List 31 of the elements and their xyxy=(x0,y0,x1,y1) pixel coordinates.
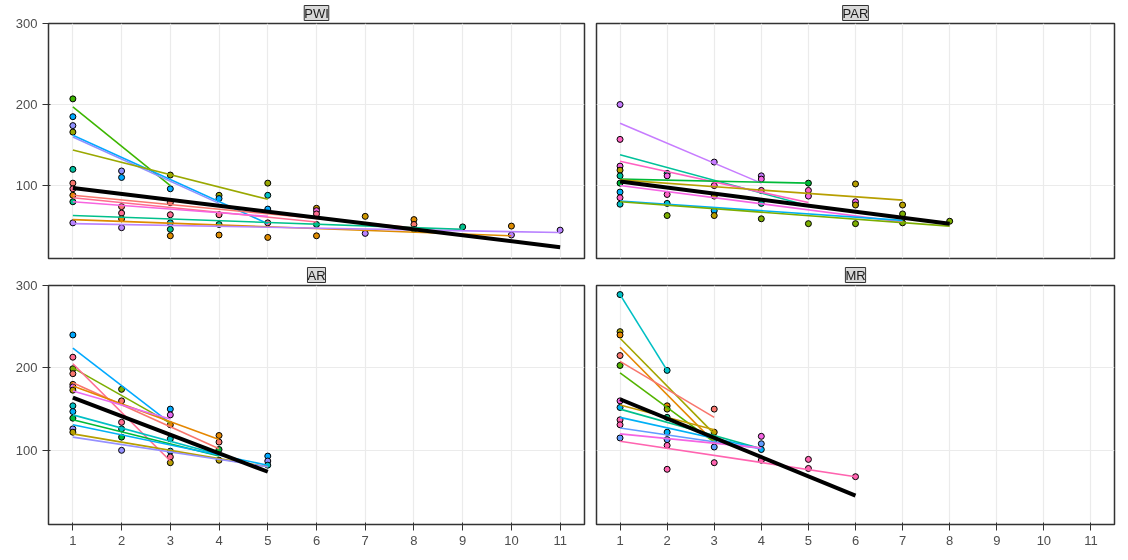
y-tick-label: 100 xyxy=(15,442,38,458)
x-tick-label: 7 xyxy=(898,532,907,548)
x-tick-label: 5 xyxy=(804,532,813,548)
x-tick-label: 2 xyxy=(117,532,126,548)
x-tick-label: 10 xyxy=(504,532,519,548)
x-tick-label: 9 xyxy=(459,532,467,548)
x-tick-label: 8 xyxy=(946,532,954,548)
x-tick-label: 11 xyxy=(553,532,567,548)
x-tick-label: 11 xyxy=(1084,532,1098,548)
x-tick-label: 4 xyxy=(215,532,223,548)
y-tick-label: 300 xyxy=(15,278,38,293)
y-tick-label: 200 xyxy=(15,360,38,376)
x-tick-label: 7 xyxy=(361,532,369,548)
x-tick-label: 10 xyxy=(1036,532,1052,548)
chart-title: PWI xyxy=(304,5,329,21)
x-tick-label: 3 xyxy=(166,532,174,548)
y-tick-label: 300 xyxy=(15,16,38,31)
x-tick-label: 6 xyxy=(851,532,860,548)
x-tick-label: 4 xyxy=(757,532,765,548)
x-tick-label: 3 xyxy=(710,532,718,548)
chart-title: MR xyxy=(845,267,866,283)
x-tick-label: 9 xyxy=(993,532,1001,548)
chart-title: PAR xyxy=(842,5,869,21)
x-tick-label: 6 xyxy=(312,532,321,548)
x-tick-label: 2 xyxy=(663,532,671,548)
x-tick-label: 1 xyxy=(69,532,77,548)
x-tick-label: 1 xyxy=(616,532,624,548)
x-tick-label: 5 xyxy=(264,532,272,548)
y-tick-label: 200 xyxy=(15,97,38,113)
y-tick-label: 100 xyxy=(15,178,38,194)
x-tick-label: 8 xyxy=(410,532,418,548)
